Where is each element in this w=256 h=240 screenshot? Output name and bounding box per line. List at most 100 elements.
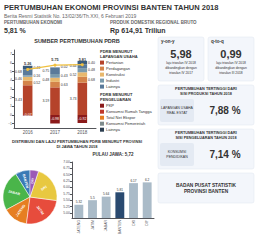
svg-text:0.46: 0.46: [15, 77, 22, 81]
svg-text:triwulan IV 2017: triwulan IV 2017: [169, 71, 193, 75]
svg-text:BADAN PUSAT STATISTIK: BADAN PUSAT STATISTIK: [176, 183, 236, 188]
svg-text:0.16: 0.16: [33, 74, 40, 78]
svg-text:PKP: PKP: [106, 103, 114, 108]
svg-text:q-to-q: q-to-q: [211, 39, 224, 44]
svg-text:2018: 2018: [77, 130, 88, 135]
svg-text:Konsumsi Rumah Tangga: Konsumsi Rumah Tangga: [106, 109, 153, 114]
svg-text:laju triwulan IV 2018: laju triwulan IV 2018: [216, 61, 246, 65]
svg-text:6.25: 6.25: [63, 179, 70, 183]
svg-text:3: 3: [10, 87, 12, 91]
svg-text:5.50: 5.50: [63, 198, 70, 202]
svg-text:6.00: 6.00: [63, 185, 70, 189]
svg-text:JATENG: JATENG: [77, 220, 81, 234]
svg-text:PROVINSI BANTEN: PROVINSI BANTEN: [184, 189, 229, 194]
svg-text:6.50: 6.50: [63, 173, 70, 177]
svg-text:7.00: 7.00: [63, 160, 70, 164]
svg-text:JATENG: JATENG: [15, 203, 26, 217]
svg-text:7,88 %: 7,88 %: [209, 105, 240, 116]
svg-text:DIY: DIY: [30, 177, 35, 184]
svg-text:2016: 2016: [23, 130, 34, 135]
svg-text:5.00: 5.00: [63, 211, 70, 215]
svg-text:−1: −1: [8, 122, 12, 126]
svg-text:3.43: 3.43: [15, 98, 22, 102]
svg-text:BANTEN: BANTEN: [118, 220, 122, 235]
svg-text:Konstruksi: Konstruksi: [106, 72, 125, 77]
svg-text:PERTUMBUHAN TERTINGGI DARI: PERTUMBUHAN TERTINGGI DARI: [175, 87, 237, 91]
svg-text:6: 6: [10, 61, 12, 65]
svg-text:DIY: DIY: [145, 219, 149, 226]
svg-text:0.52: 0.52: [33, 81, 40, 85]
svg-text:REAL ESTAT: REAL ESTAT: [167, 111, 189, 115]
svg-text:7: 7: [10, 52, 12, 56]
svg-text:Rp 614,91 Triliun: Rp 614,91 Triliun: [110, 27, 166, 35]
svg-text:5.81: 5.81: [79, 58, 86, 62]
svg-text:dibandingkan dengan: dibandingkan dengan: [215, 66, 247, 70]
svg-text:0.52: 0.52: [70, 73, 77, 77]
svg-text:0.48: 0.48: [88, 68, 95, 72]
svg-text:LAPANGAN USAHA: LAPANGAN USAHA: [161, 106, 193, 110]
svg-text:PERTUMBUHAN TERTINGGI DARI: PERTUMBUHAN TERTINGGI DARI: [175, 131, 237, 135]
svg-text:LAPANGAN USAHA: LAPANGAN USAHA: [100, 54, 138, 59]
svg-text:3.19: 3.19: [42, 99, 49, 103]
svg-text:5.26: 5.26: [24, 62, 31, 66]
svg-text:5.81: 5.81: [117, 188, 123, 192]
svg-text:Lainnya: Lainnya: [106, 127, 121, 132]
svg-text:JABAR: JABAR: [104, 220, 108, 232]
svg-text:5,98: 5,98: [170, 48, 191, 60]
svg-text:SISI PENGELUARAN TAHUN 2018: SISI PENGELUARAN TAHUN 2018: [175, 136, 236, 140]
svg-text:5.25: 5.25: [63, 205, 70, 209]
svg-text:PULAU JAWA: 5,72: PULAU JAWA: 5,72: [92, 152, 134, 157]
svg-text:0.40: 0.40: [88, 61, 95, 65]
svg-text:1: 1: [10, 104, 12, 108]
svg-text:0.68: 0.68: [15, 70, 22, 74]
svg-text:7,14 %: 7,14 %: [209, 149, 240, 160]
svg-text:KONSUMSI: KONSUMSI: [168, 150, 187, 154]
svg-text:5.64: 5.64: [103, 192, 109, 196]
svg-text:PERTUMBUHAN EKONOMI PROVINSI B: PERTUMBUHAN EKONOMI PROVINSI BANTEN TAHU…: [4, 3, 218, 12]
svg-text:0.63: 0.63: [61, 83, 68, 87]
svg-text:-0.92: -0.92: [78, 117, 86, 121]
svg-text:3.73: 3.73: [70, 97, 77, 101]
svg-text:-0.07: -0.07: [24, 113, 32, 117]
svg-text:SISI PRODUKSI TAHUN 2018: SISI PRODUKSI TAHUN 2018: [180, 92, 232, 96]
svg-text:6.75: 6.75: [63, 166, 70, 170]
svg-text:0.75: 0.75: [42, 69, 49, 73]
svg-text:PENGELUARAN: PENGELUARAN: [100, 97, 131, 102]
svg-text:JATIM: JATIM: [91, 220, 95, 230]
svg-text:0,99: 0,99: [220, 48, 241, 60]
svg-text:DKI: DKI: [132, 220, 136, 226]
svg-text:Perdagangan: Perdagangan: [106, 66, 130, 71]
svg-text:Total Net Ekspor: Total Net Ekspor: [106, 115, 136, 120]
svg-text:5.75: 5.75: [63, 192, 70, 196]
svg-text:0.68: 0.68: [88, 78, 95, 82]
svg-text:SUMBER PERTUMBUHAN PDRB: SUMBER PERTUMBUHAN PDRB: [34, 38, 120, 44]
svg-text:0: 0: [10, 113, 12, 117]
svg-text:5,81 %: 5,81 %: [4, 27, 27, 35]
svg-text:5.75: 5.75: [51, 58, 58, 62]
svg-text:5.5: 5.5: [90, 196, 95, 200]
svg-text:6.17: 6.17: [130, 179, 136, 183]
svg-text:JABAR: JABAR: [8, 189, 21, 196]
svg-text:-0.98: -0.98: [51, 117, 59, 121]
svg-text:PRODUK DOMESTIK REGIONAL BRUTO: PRODUK DOMESTIK REGIONAL BRUTO: [110, 20, 197, 25]
svg-text:5.32: 5.32: [76, 200, 82, 204]
svg-text:PENDIDIKAN: PENDIDIKAN: [166, 155, 188, 159]
svg-text:triwulan III 2018: triwulan III 2018: [219, 71, 242, 75]
svg-text:DKI: DKI: [40, 185, 47, 192]
svg-text:JATIM: JATIM: [35, 205, 44, 216]
svg-text:laju triwulan IV 2018: laju triwulan IV 2018: [166, 61, 196, 65]
svg-text:Lainnya: Lainnya: [106, 84, 121, 89]
svg-text:Konsumsi Pemerintah: Konsumsi Pemerintah: [106, 121, 145, 126]
svg-text:0.48: 0.48: [42, 78, 49, 82]
svg-text:dibandingkan dengan: dibandingkan dengan: [165, 66, 197, 70]
svg-text:Pertanian: Pertanian: [106, 60, 123, 65]
svg-text:2017: 2017: [50, 130, 61, 135]
svg-text:y-on-y: y-on-y: [161, 39, 175, 44]
svg-text:Industri: Industri: [106, 78, 119, 83]
svg-text:DI JAWA TAHUN 2018: DI JAWA TAHUN 2018: [56, 144, 98, 149]
svg-text:Berita Resmi Statistik No. 13/: Berita Resmi Statistik No. 13/02/36/Th.X…: [4, 13, 137, 19]
svg-text:PERTUMBUHAN EKONOMI: PERTUMBUHAN EKONOMI: [4, 20, 62, 25]
svg-text:0.02: 0.02: [61, 65, 68, 69]
svg-text:2: 2: [10, 96, 12, 100]
svg-text:4: 4: [10, 78, 12, 82]
